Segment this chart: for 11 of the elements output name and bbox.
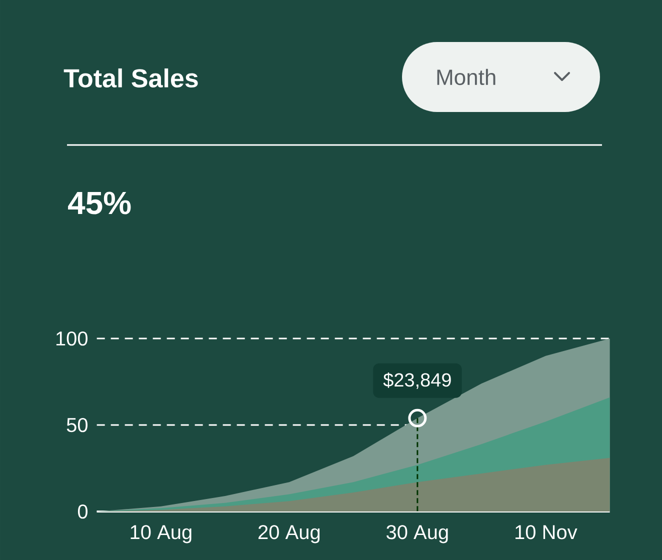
x-tick-label: 20 Aug [258, 525, 320, 544]
text: Month [437, 68, 496, 86]
chart-title: Total Sales [64, 68, 198, 88]
y-tick-label: 50 [66, 418, 88, 432]
x-tick-label: 10 Nov [516, 525, 578, 540]
x-tick-label: 30 Aug [386, 525, 448, 544]
chart-subtitle: 45% [68, 192, 131, 214]
x-tick-label: 10 Aug [130, 525, 192, 544]
y-tick-label: 100 [56, 331, 88, 346]
annotation: $23,849 [383, 372, 451, 389]
y-tick-label: 0 [78, 504, 88, 519]
